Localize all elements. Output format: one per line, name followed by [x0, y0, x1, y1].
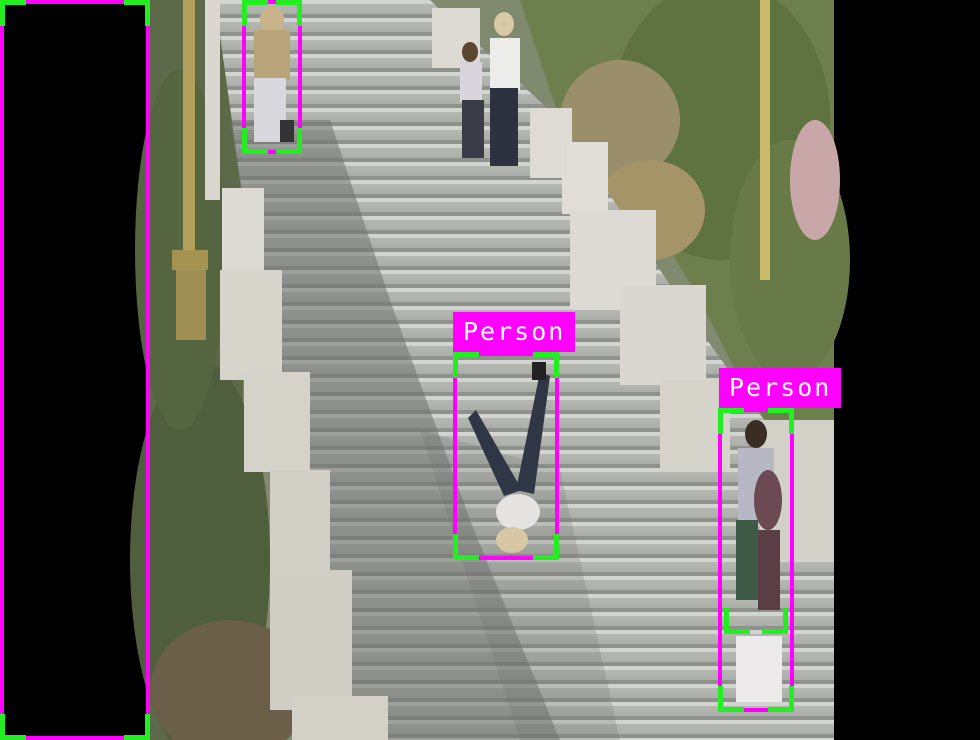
box-corner — [718, 686, 744, 712]
fallen-person-figure — [468, 362, 550, 553]
walking-person-figure — [736, 420, 782, 702]
box-corner — [0, 714, 26, 740]
box-corner — [242, 0, 268, 26]
box-corner — [276, 128, 302, 154]
box-corner — [533, 534, 559, 560]
box-corner — [453, 534, 479, 560]
box-corner — [124, 0, 150, 26]
box-corner — [768, 686, 794, 712]
detection-box-walking-person — [718, 408, 794, 712]
detection-box-fallen-person — [453, 352, 559, 560]
person-top-figure — [254, 6, 294, 142]
box-corner — [242, 128, 268, 154]
background-pedestrians — [460, 12, 520, 166]
label-fallen-person: Person — [453, 312, 576, 352]
box-corner — [768, 408, 794, 434]
left-balustrade — [205, 0, 388, 740]
label-walking-person: Person — [719, 368, 842, 408]
box-corner — [124, 714, 150, 740]
detection-box-top-person — [242, 0, 302, 154]
detection-box-left — [0, 0, 150, 740]
box-corner — [276, 0, 302, 26]
box-corner — [0, 0, 26, 26]
box-corner — [533, 352, 559, 378]
lamp-posts — [172, 0, 770, 340]
staircase — [215, 0, 834, 740]
box-corner — [724, 608, 750, 634]
box-corner — [762, 608, 788, 634]
box-corner — [453, 352, 479, 378]
detection-box-walking-person-inner — [724, 412, 788, 634]
box-corner — [718, 408, 744, 434]
